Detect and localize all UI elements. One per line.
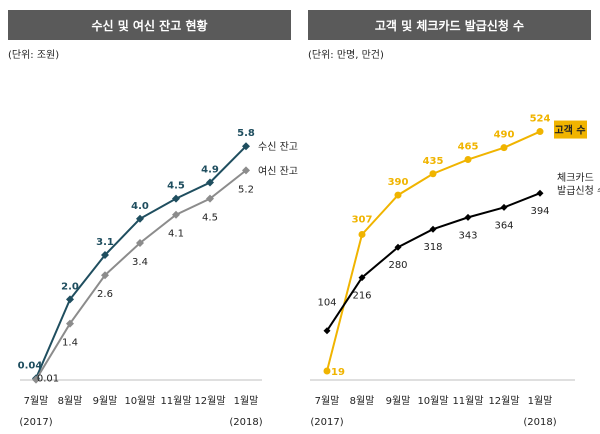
x-tick-label: 12월말	[488, 395, 519, 407]
x-year-label: (2018)	[523, 417, 556, 428]
x-tick-label: 1월말	[234, 395, 259, 407]
data-point	[358, 230, 366, 238]
legend-label: 체크카드	[557, 172, 594, 184]
data-label: 0.04	[18, 360, 43, 371]
right-chart-title: 고객 및 체크카드 발급신청 수	[308, 10, 591, 40]
data-label: 524	[530, 114, 551, 125]
right-chart-unit: (단위: 만명, 만건)	[308, 50, 384, 61]
data-label: 0.01	[37, 374, 59, 385]
x-tick-label: 7월말	[24, 395, 49, 407]
right-chart-panel: 고객 및 체크카드 발급신청 수 (단위: 만명, 만건) 7월말 (2017) 8…	[300, 0, 600, 434]
data-label: 490	[494, 130, 515, 141]
data-point	[429, 225, 437, 233]
data-point	[536, 128, 544, 136]
data-point	[500, 203, 508, 211]
legend-label: 고객 수	[554, 124, 585, 137]
data-label: 343	[458, 230, 477, 241]
data-label: 19	[331, 367, 345, 378]
legend-label: 여신 잔고	[258, 165, 298, 177]
data-point	[206, 178, 214, 187]
x-tick-label: 1월말	[528, 395, 553, 407]
data-label: 216	[352, 291, 371, 302]
data-label: 5.2	[238, 184, 254, 195]
data-point	[66, 319, 74, 328]
x-year-label: (2017)	[19, 417, 52, 428]
data-label: 104	[317, 298, 336, 309]
data-point	[464, 156, 472, 164]
x-tick-label: 8월말	[58, 395, 83, 407]
data-point	[394, 243, 402, 251]
data-point	[101, 251, 109, 260]
left-chart-panel: 수신 및 여신 잔고 현황 (단위: 조원) 7월말 (2017) 8월말 9월말 10…	[8, 10, 298, 428]
data-point	[429, 170, 437, 178]
data-point	[101, 271, 109, 280]
data-point	[536, 189, 544, 197]
data-label: 5.8	[237, 128, 255, 139]
x-tick-label: 9월말	[93, 395, 118, 407]
legend-label: 발급신청 수	[557, 185, 600, 197]
x-year-label: (2017)	[310, 417, 343, 428]
data-point	[358, 274, 366, 282]
data-label: 435	[423, 156, 444, 167]
data-label: 280	[388, 260, 407, 271]
x-tick-label: 11월말	[452, 395, 483, 407]
data-label: 4.5	[167, 181, 185, 192]
data-label: 3.1	[96, 237, 114, 248]
data-label: 2.0	[61, 281, 79, 292]
data-label: 390	[388, 177, 409, 188]
data-point	[32, 375, 40, 384]
data-point	[136, 214, 144, 223]
left-chart-title: 수신 및 여신 잔고 현황	[8, 10, 291, 40]
data-label: 4.0	[131, 201, 149, 212]
x-tick-label: 10월말	[417, 395, 448, 407]
data-point	[242, 166, 250, 175]
x-tick-label: 10월말	[124, 395, 155, 407]
x-tick-label: 7월말	[315, 395, 340, 407]
x-tick-label: 9월말	[386, 395, 411, 407]
data-label: 394	[530, 206, 549, 217]
data-label: 364	[494, 220, 513, 231]
data-label: 4.5	[202, 213, 218, 224]
data-point	[242, 142, 250, 151]
legend-label: 수신 잔고	[258, 141, 298, 153]
x-year-label: (2018)	[229, 417, 262, 428]
left-chart-unit: (단위: 조원)	[8, 50, 60, 61]
x-tick-label: 8월말	[350, 395, 375, 407]
right-chart-svg: 7월말 (2017) 8월말 9월말 10월말 11월말 12월말 1월말 (2018) 19 30…	[310, 114, 600, 428]
data-point	[172, 210, 180, 219]
data-point	[66, 295, 74, 304]
data-label: 2.6	[97, 289, 113, 300]
data-label: 318	[423, 242, 442, 253]
data-point	[500, 144, 508, 152]
data-label: 4.1	[168, 229, 184, 240]
data-label: 307	[352, 214, 373, 225]
x-tick-label: 12월말	[194, 395, 225, 407]
data-label: 465	[458, 142, 479, 153]
data-point	[464, 213, 472, 221]
data-label: 4.9	[201, 164, 219, 175]
data-point	[172, 194, 180, 203]
left-chart-svg: 7월말 (2017) 8월말 9월말 10월말 11월말 12월말 1월말 (2018) 0.04…	[18, 128, 298, 428]
data-point	[323, 367, 331, 375]
data-label: 3.4	[132, 257, 148, 268]
data-point	[323, 327, 331, 335]
data-point	[136, 238, 144, 247]
data-label: 1.4	[62, 338, 78, 349]
data-point	[394, 191, 402, 199]
x-tick-label: 11월말	[160, 395, 191, 407]
data-point	[206, 194, 214, 203]
legend-box	[554, 120, 587, 139]
